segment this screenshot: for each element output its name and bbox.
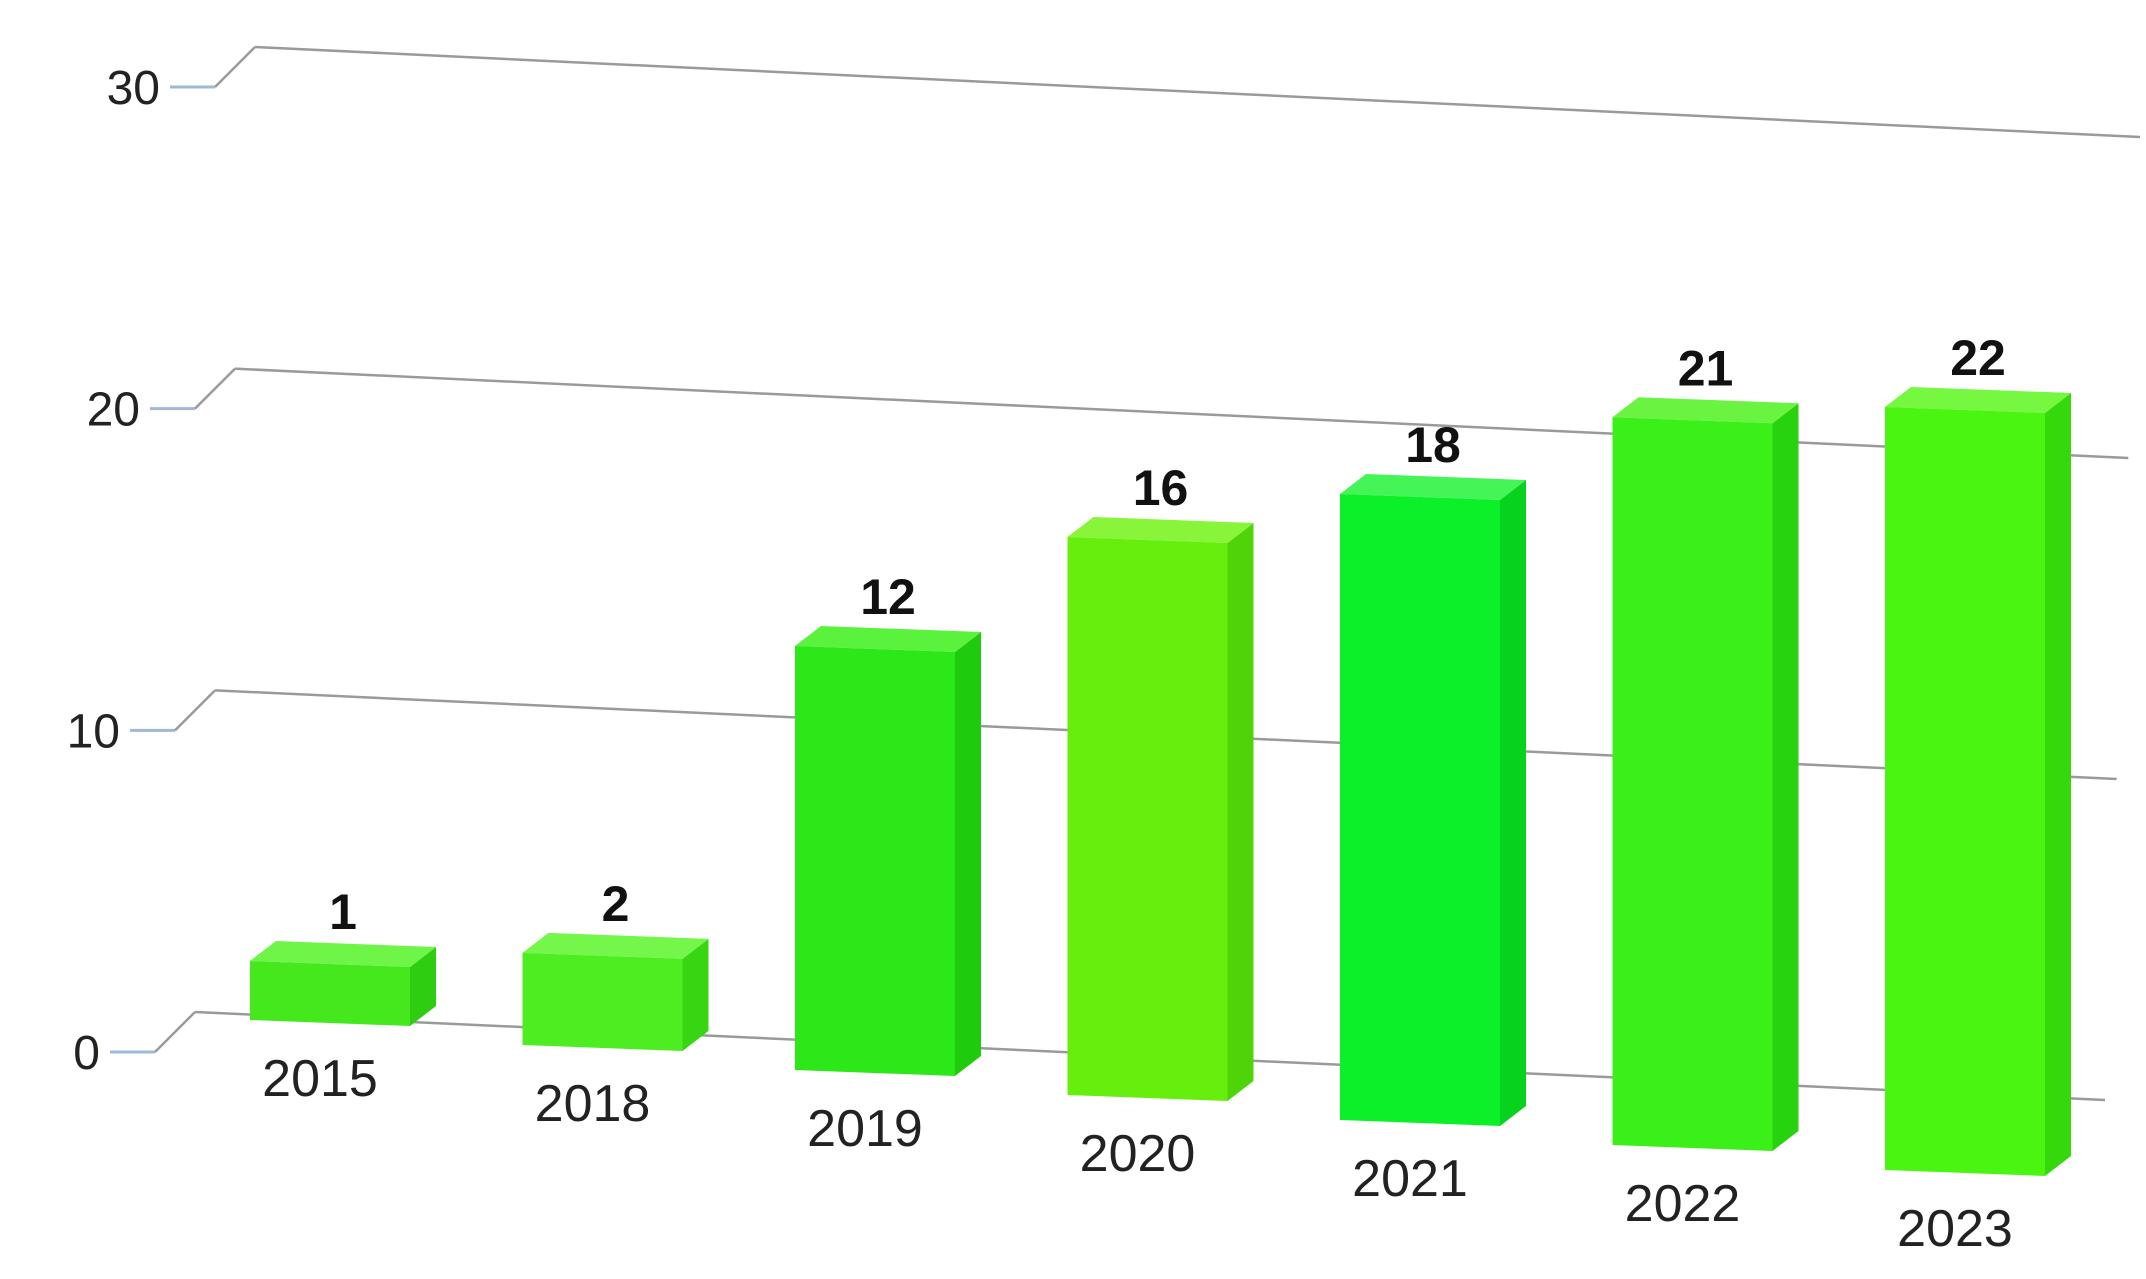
data-label: 21 <box>1678 340 1734 396</box>
x-tick-label: 2018 <box>535 1075 651 1133</box>
x-tick-label: 2022 <box>1625 1175 1741 1233</box>
bar <box>250 961 410 1026</box>
bar-top <box>522 932 709 959</box>
gridline-connector <box>194 367 236 410</box>
bar-top <box>1885 387 2071 413</box>
bar-top <box>1067 517 1254 543</box>
bar-side <box>2045 393 2071 1176</box>
x-tick-label: 2021 <box>1352 1150 1468 1208</box>
bar <box>522 952 683 1051</box>
bar-side <box>410 947 436 1026</box>
bar <box>1067 537 1228 1101</box>
y-tick-label: 10 <box>67 705 120 758</box>
data-label: 18 <box>1405 417 1461 473</box>
data-label: 1 <box>329 884 357 940</box>
x-tick-label: 2020 <box>1080 1125 1196 1183</box>
bar <box>1340 494 1500 1126</box>
bar-side <box>955 632 981 1076</box>
bar-top <box>1612 397 1799 424</box>
x-tick-label: 2015 <box>262 1050 378 1108</box>
gridline-connector <box>174 689 216 732</box>
gridline-connector <box>154 1011 196 1053</box>
bar-top <box>250 941 436 967</box>
bar <box>1612 417 1773 1151</box>
data-label: 16 <box>1133 460 1189 516</box>
data-label: 2 <box>602 876 630 932</box>
data-label: 22 <box>1950 330 2006 386</box>
x-tick-label: 2023 <box>1897 1200 2013 1258</box>
x-tick-label: 2019 <box>807 1100 923 1158</box>
y-tick-label: 30 <box>107 62 160 115</box>
data-label: 12 <box>860 569 916 625</box>
gridline <box>254 45 2141 139</box>
bar-top <box>795 626 981 652</box>
bar-top <box>1340 474 1526 500</box>
bar-side <box>1227 523 1254 1101</box>
bar-side <box>682 938 709 1051</box>
y-tick-label: 20 <box>87 384 140 437</box>
bar <box>795 646 955 1076</box>
bar-side <box>1500 480 1526 1126</box>
bar <box>1885 407 2045 1176</box>
y-tick-label: 0 <box>73 1027 100 1080</box>
gridline <box>234 367 2129 460</box>
bar-side <box>1772 403 1799 1151</box>
gridline-connector <box>214 46 256 88</box>
